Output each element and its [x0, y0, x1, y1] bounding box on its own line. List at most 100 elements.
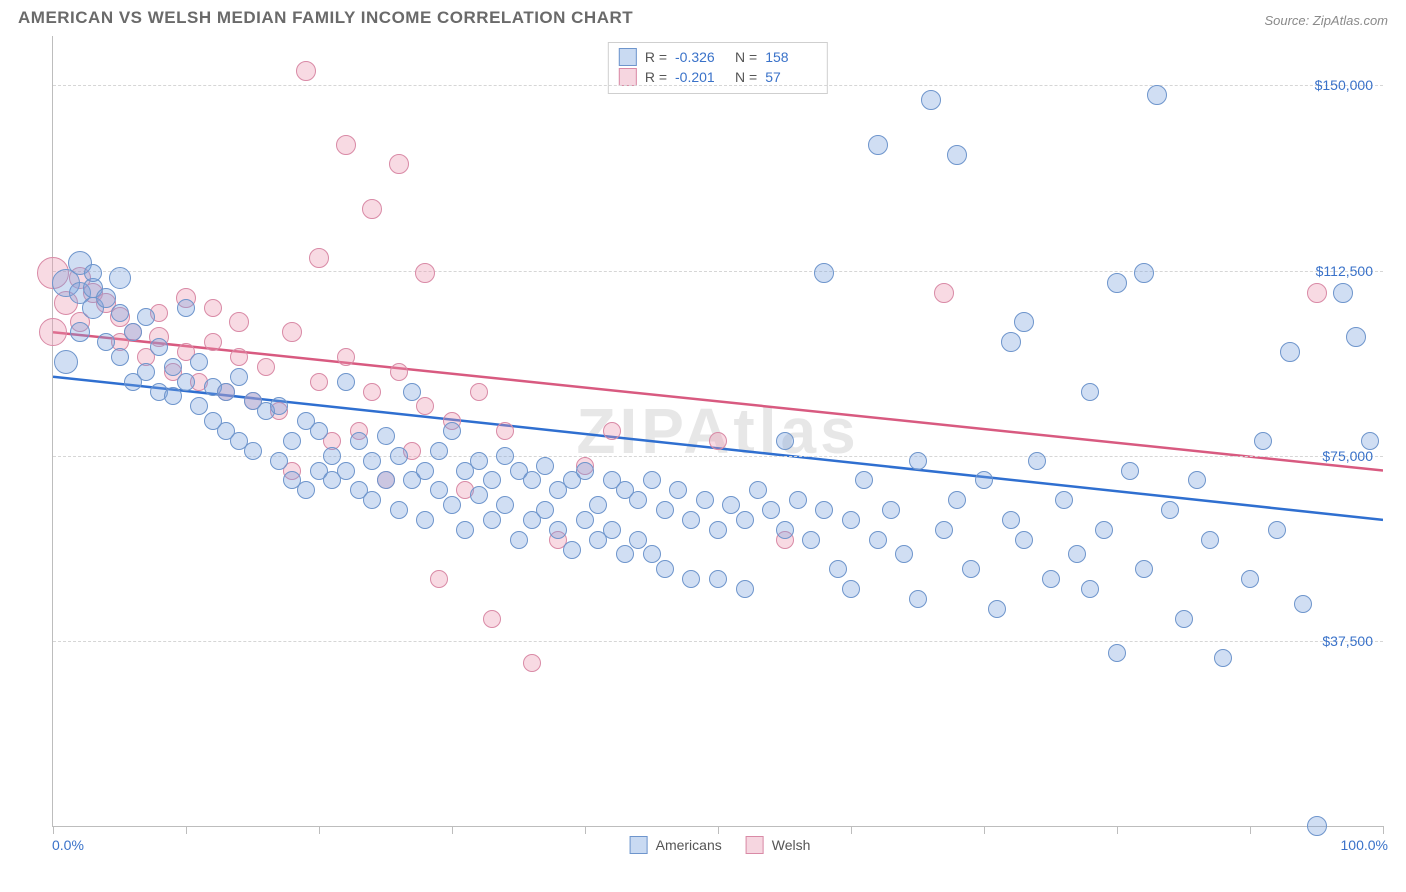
scatter-point	[177, 299, 195, 317]
scatter-point	[283, 432, 301, 450]
y-tick-label: $112,500	[1316, 263, 1373, 279]
scatter-point	[1095, 521, 1113, 539]
scatter-point	[629, 531, 647, 549]
scatter-point	[190, 397, 208, 415]
x-tick	[53, 826, 54, 834]
scatter-point	[297, 481, 315, 499]
scatter-point	[296, 61, 316, 81]
scatter-point	[257, 358, 275, 376]
y-tick-label: $75,000	[1322, 448, 1373, 464]
scatter-point	[736, 580, 754, 598]
scatter-point	[842, 511, 860, 529]
scatter-point	[749, 481, 767, 499]
scatter-point	[682, 570, 700, 588]
scatter-point	[536, 457, 554, 475]
scatter-point	[814, 263, 834, 283]
scatter-point	[470, 486, 488, 504]
scatter-point	[416, 511, 434, 529]
scatter-point	[430, 570, 448, 588]
gridline	[53, 271, 1383, 272]
scatter-point	[1002, 511, 1020, 529]
scatter-point	[616, 545, 634, 563]
scatter-point	[337, 348, 355, 366]
x-tick	[1117, 826, 1118, 834]
scatter-point	[390, 447, 408, 465]
scatter-point	[244, 442, 262, 460]
scatter-point	[789, 491, 807, 509]
scatter-point	[523, 654, 541, 672]
scatter-point	[1081, 580, 1099, 598]
scatter-point	[190, 353, 208, 371]
scatter-point	[336, 135, 356, 155]
x-tick	[186, 826, 187, 834]
scatter-point	[483, 471, 501, 489]
scatter-point	[549, 521, 567, 539]
scatter-point	[643, 545, 661, 563]
scatter-point	[682, 511, 700, 529]
scatter-point	[523, 471, 541, 489]
scatter-point	[229, 312, 249, 332]
x-axis-right-label: 100.0%	[1341, 837, 1388, 853]
scatter-point	[1201, 531, 1219, 549]
scatter-point	[377, 427, 395, 445]
y-tick-label: $37,500	[1322, 633, 1373, 649]
corr-row-americans: R = -0.326 N = 158	[619, 47, 817, 67]
scatter-point	[921, 90, 941, 110]
scatter-point	[1042, 570, 1060, 588]
scatter-point	[54, 350, 78, 374]
x-axis-left-label: 0.0%	[52, 837, 84, 853]
scatter-point	[496, 447, 514, 465]
scatter-point	[603, 521, 621, 539]
scatter-point	[1175, 610, 1193, 628]
scatter-point	[1188, 471, 1206, 489]
scatter-point	[815, 501, 833, 519]
scatter-point	[1055, 491, 1073, 509]
scatter-point	[1333, 283, 1353, 303]
scatter-point	[988, 600, 1006, 618]
scatter-point	[1015, 531, 1033, 549]
x-tick	[851, 826, 852, 834]
scatter-point	[935, 521, 953, 539]
scatter-point	[111, 304, 129, 322]
scatter-point	[362, 199, 382, 219]
scatter-point	[776, 432, 794, 450]
scatter-point	[1108, 644, 1126, 662]
scatter-point	[510, 531, 528, 549]
scatter-point	[1361, 432, 1379, 450]
scatter-point	[1268, 521, 1286, 539]
scatter-point	[430, 442, 448, 460]
x-axis-footer: 0.0% Americans Welsh 100.0%	[52, 837, 1388, 853]
scatter-point	[603, 422, 621, 440]
legend-label-americans: Americans	[656, 837, 722, 853]
scatter-point	[177, 373, 195, 391]
legend-item-americans: Americans	[630, 836, 722, 854]
scatter-point	[1028, 452, 1046, 470]
scatter-point	[869, 531, 887, 549]
scatter-point	[230, 348, 248, 366]
plot-wrap: Median Family Income ZIPAtlas R = -0.326…	[18, 36, 1388, 827]
corr-n-americans: 158	[765, 47, 817, 67]
scatter-point	[1134, 263, 1154, 283]
x-tick	[718, 826, 719, 834]
scatter-point	[1068, 545, 1086, 563]
corr-r-label: R =	[645, 47, 667, 67]
y-tick-label: $150,000	[1315, 77, 1373, 93]
legend: Americans Welsh	[630, 836, 811, 854]
scatter-point	[377, 471, 395, 489]
scatter-point	[164, 358, 182, 376]
scatter-point	[709, 570, 727, 588]
scatter-point	[204, 299, 222, 317]
gridline	[53, 641, 1383, 642]
scatter-point	[496, 496, 514, 514]
scatter-point	[975, 471, 993, 489]
scatter-point	[1001, 332, 1021, 352]
scatter-point	[709, 432, 727, 450]
scatter-point	[310, 373, 328, 391]
scatter-point	[1241, 570, 1259, 588]
scatter-point	[536, 501, 554, 519]
scatter-point	[363, 491, 381, 509]
scatter-point	[1294, 595, 1312, 613]
scatter-point	[776, 521, 794, 539]
scatter-point	[230, 368, 248, 386]
scatter-point	[390, 501, 408, 519]
